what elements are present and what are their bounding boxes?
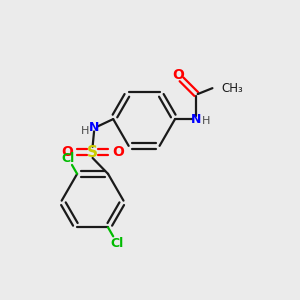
Text: O: O	[61, 145, 73, 159]
Text: Cl: Cl	[61, 152, 75, 165]
Text: H: H	[202, 116, 210, 126]
Text: O: O	[112, 145, 124, 159]
Text: CH₃: CH₃	[222, 82, 244, 95]
Text: N: N	[89, 122, 99, 134]
Text: Cl: Cl	[110, 237, 124, 250]
Text: S: S	[87, 145, 98, 160]
Text: H: H	[80, 126, 89, 136]
Text: N: N	[191, 112, 201, 126]
Text: O: O	[172, 68, 184, 82]
